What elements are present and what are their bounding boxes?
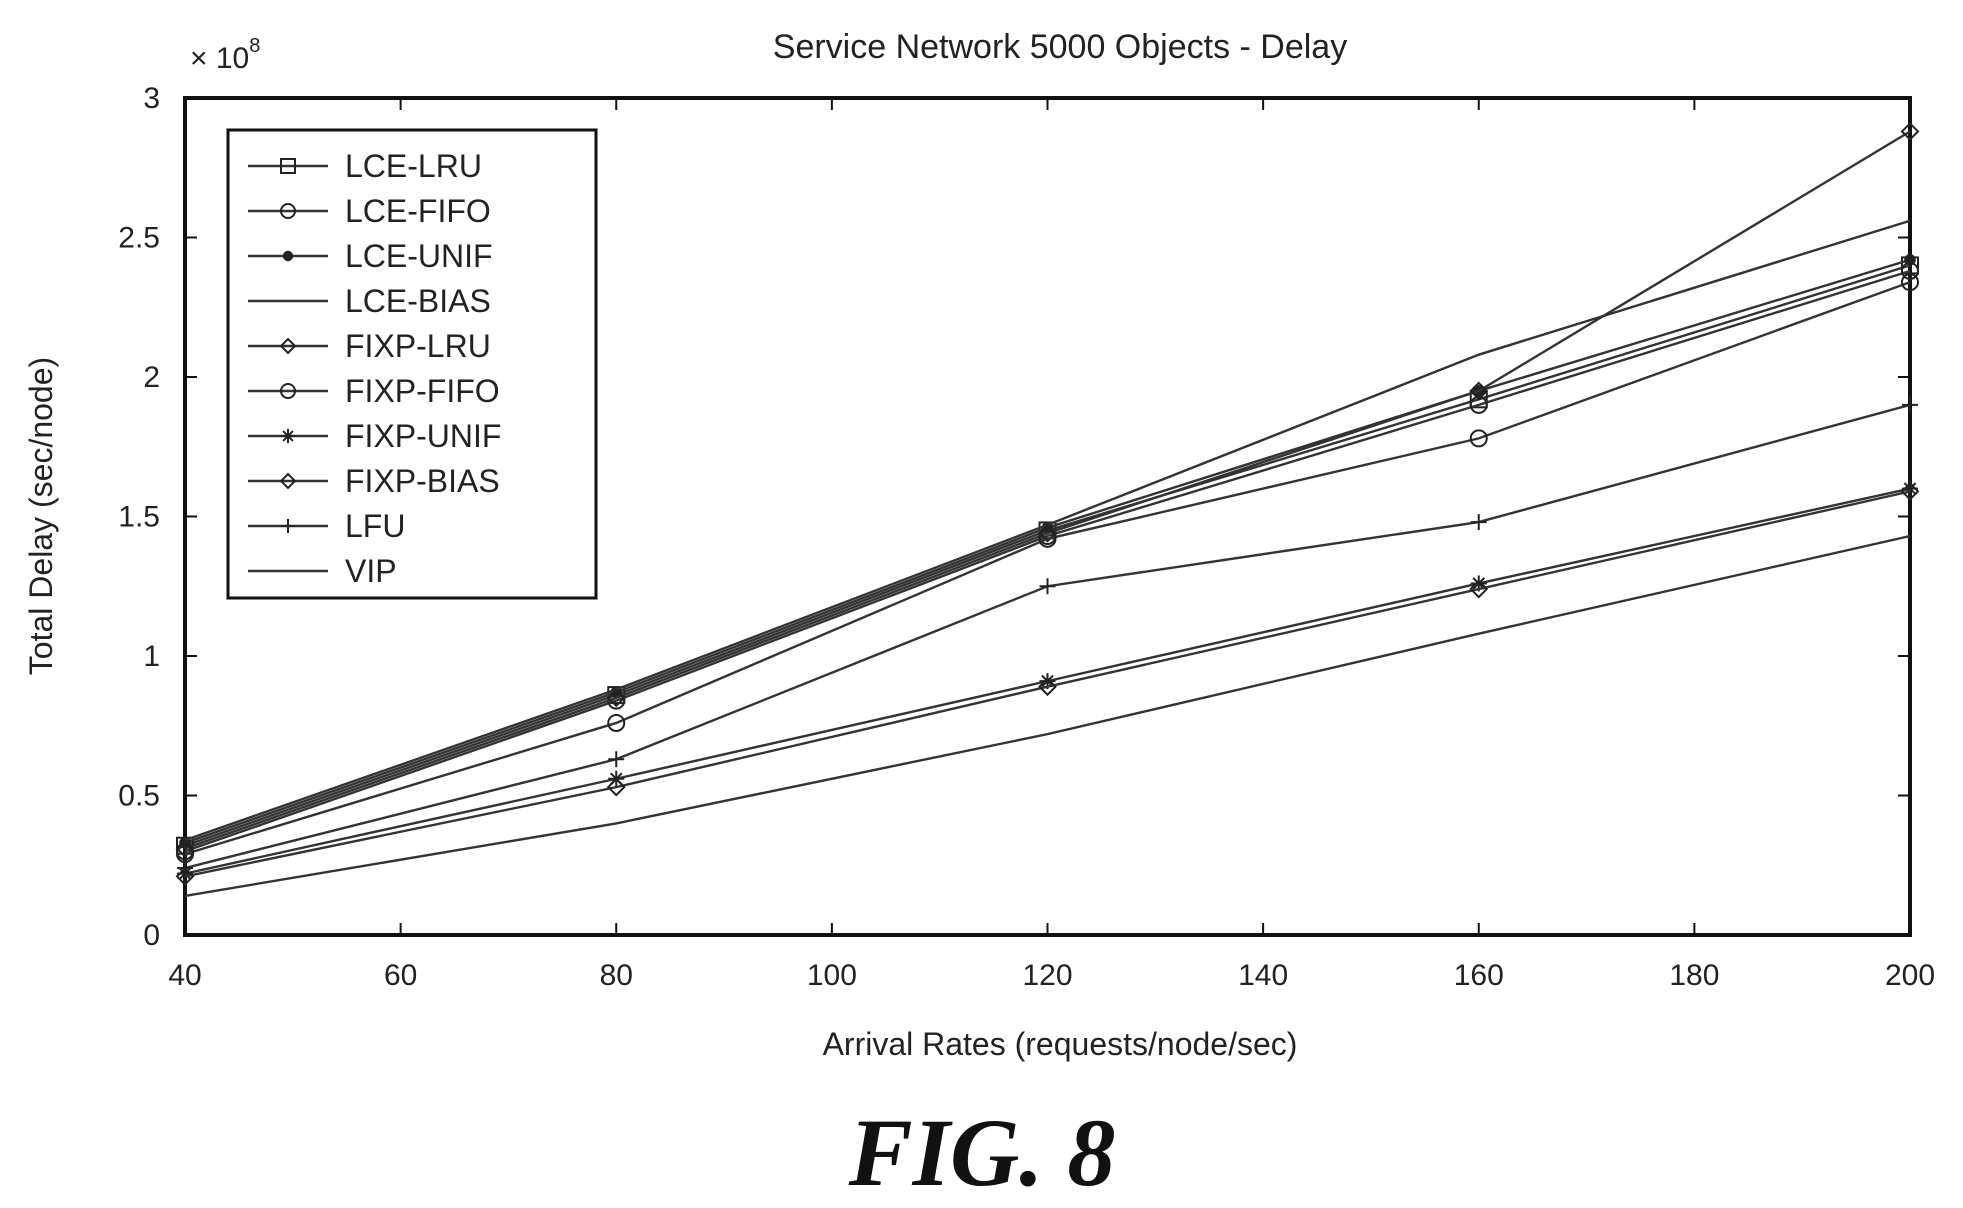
legend-label: LCE-FIFO bbox=[345, 193, 491, 229]
legend-label: FIXP-LRU bbox=[345, 328, 491, 364]
y-tick-label: 0.5 bbox=[118, 780, 160, 813]
legend-entries: LCE-LRU LCE-FIFO LCE-UNIF LCE-BIAS FIXP-LRU F… bbox=[248, 148, 501, 589]
data-point-diamond bbox=[606, 777, 626, 797]
legend-label: FIXP-BIAS bbox=[345, 463, 500, 499]
legend-label: LCE-LRU bbox=[345, 148, 482, 184]
y-multiplier-base: × 108 bbox=[190, 35, 260, 75]
data-point-diamond bbox=[175, 866, 195, 886]
y-tick-label: 1.5 bbox=[118, 501, 160, 534]
legend-entry: FIXP-LRU bbox=[248, 328, 491, 364]
data-point-circle bbox=[1901, 273, 1919, 292]
data-point-plus bbox=[608, 751, 625, 768]
legend: LCE-LRU LCE-FIFO LCE-UNIF LCE-BIAS FIXP-LRU F… bbox=[226, 128, 598, 600]
legend-entry: LCE-FIFO bbox=[248, 193, 491, 229]
chart-title: Service Network 5000 Objects - Delay bbox=[773, 28, 1347, 66]
data-point-diamond bbox=[1038, 523, 1057, 543]
y-multiplier-exponent: 8 bbox=[249, 35, 260, 57]
data-point-plus bbox=[1039, 578, 1056, 595]
data-point-diamond bbox=[175, 839, 195, 858]
x-tick-label: 160 bbox=[1454, 959, 1504, 992]
data-point-diamond bbox=[279, 472, 297, 490]
legend-label: LFU bbox=[345, 508, 405, 544]
data-point-dot bbox=[282, 250, 294, 262]
x-tick-label: 200 bbox=[1885, 959, 1935, 992]
series-vip bbox=[184, 534, 1911, 898]
legend-entry: LCE-LRU bbox=[248, 148, 482, 184]
legend-label: VIP bbox=[345, 553, 397, 589]
figure-label: FIG. 8 bbox=[848, 1099, 1116, 1206]
data-point-star bbox=[281, 429, 295, 443]
series-fixp-fifo bbox=[176, 273, 1919, 864]
x-tick-label: 140 bbox=[1238, 959, 1288, 992]
x-axis-title: Arrival Rates (requests/node/sec) bbox=[823, 1026, 1298, 1062]
y-tick-label: 0 bbox=[143, 919, 160, 952]
legend-box bbox=[226, 128, 598, 600]
series-line bbox=[184, 269, 1911, 853]
legend-entry: LCE-UNIF bbox=[248, 238, 493, 274]
data-point-dot bbox=[1904, 254, 1916, 266]
legend-entry: LFU bbox=[248, 508, 405, 544]
legend-entry: FIXP-UNIF bbox=[248, 418, 501, 454]
legend-entry: FIXP-BIAS bbox=[248, 463, 500, 499]
legend-label: FIXP-UNIF bbox=[345, 418, 501, 454]
series-line bbox=[184, 281, 1911, 856]
data-point-plus bbox=[1902, 396, 1918, 413]
data-point-diamond bbox=[1469, 579, 1489, 599]
y-tick-label: 3 bbox=[143, 82, 160, 115]
series-lce-unif bbox=[179, 254, 1916, 849]
y-tick-label: 2.5 bbox=[118, 222, 160, 255]
data-point-square bbox=[280, 158, 296, 174]
y-axis-title: Total Delay (sec/node) bbox=[23, 357, 59, 675]
y-tick-label: 2 bbox=[143, 361, 160, 394]
y-multiplier-text: × 10 bbox=[190, 42, 249, 75]
legend-label: LCE-BIAS bbox=[345, 283, 491, 319]
x-tick-label: 80 bbox=[600, 959, 633, 992]
series-line bbox=[184, 534, 1911, 898]
legend-label: LCE-UNIF bbox=[345, 238, 493, 274]
x-axis-ticks: 40 60 80 100 120 140 160 180 200 bbox=[168, 98, 1935, 992]
x-tick-label: 60 bbox=[384, 959, 417, 992]
data-point-diamond bbox=[1900, 122, 1920, 141]
data-point-diamond bbox=[1900, 481, 1920, 501]
data-point-diamond bbox=[1038, 677, 1057, 697]
series-fixp-bias bbox=[175, 481, 1920, 886]
x-tick-label: 180 bbox=[1669, 959, 1719, 992]
data-point-circle bbox=[1038, 529, 1057, 548]
y-multiplier: × 108 bbox=[190, 35, 260, 75]
data-point-circle bbox=[607, 713, 626, 732]
series-lfu bbox=[177, 396, 1918, 877]
data-point-plus bbox=[1470, 514, 1487, 531]
data-point-plus bbox=[281, 519, 295, 533]
x-tick-label: 100 bbox=[807, 959, 857, 992]
series-line bbox=[184, 490, 1911, 878]
x-tick-label: 40 bbox=[168, 959, 201, 992]
series-fixp-lru bbox=[175, 122, 1920, 858]
series-line bbox=[184, 130, 1911, 850]
data-point-circle bbox=[280, 383, 296, 399]
y-axis-ticks: 0 0.5 1 1.5 2 2.5 3 bbox=[118, 82, 1910, 952]
data-point-diamond bbox=[1469, 381, 1489, 401]
legend-label: FIXP-FIFO bbox=[345, 373, 500, 409]
series-layer bbox=[175, 122, 1920, 898]
legend-entry: LCE-BIAS bbox=[248, 283, 491, 319]
data-point-circle bbox=[280, 203, 296, 219]
x-tick-label: 120 bbox=[1022, 959, 1072, 992]
data-point-plus bbox=[177, 860, 193, 877]
data-point-diamond bbox=[279, 337, 297, 355]
legend-entry: VIP bbox=[248, 553, 397, 589]
y-tick-label: 1 bbox=[143, 640, 160, 673]
data-point-circle bbox=[1469, 395, 1488, 414]
legend-entry: FIXP-FIFO bbox=[248, 373, 500, 409]
data-point-diamond bbox=[606, 688, 626, 708]
data-point-circle bbox=[1469, 429, 1488, 448]
